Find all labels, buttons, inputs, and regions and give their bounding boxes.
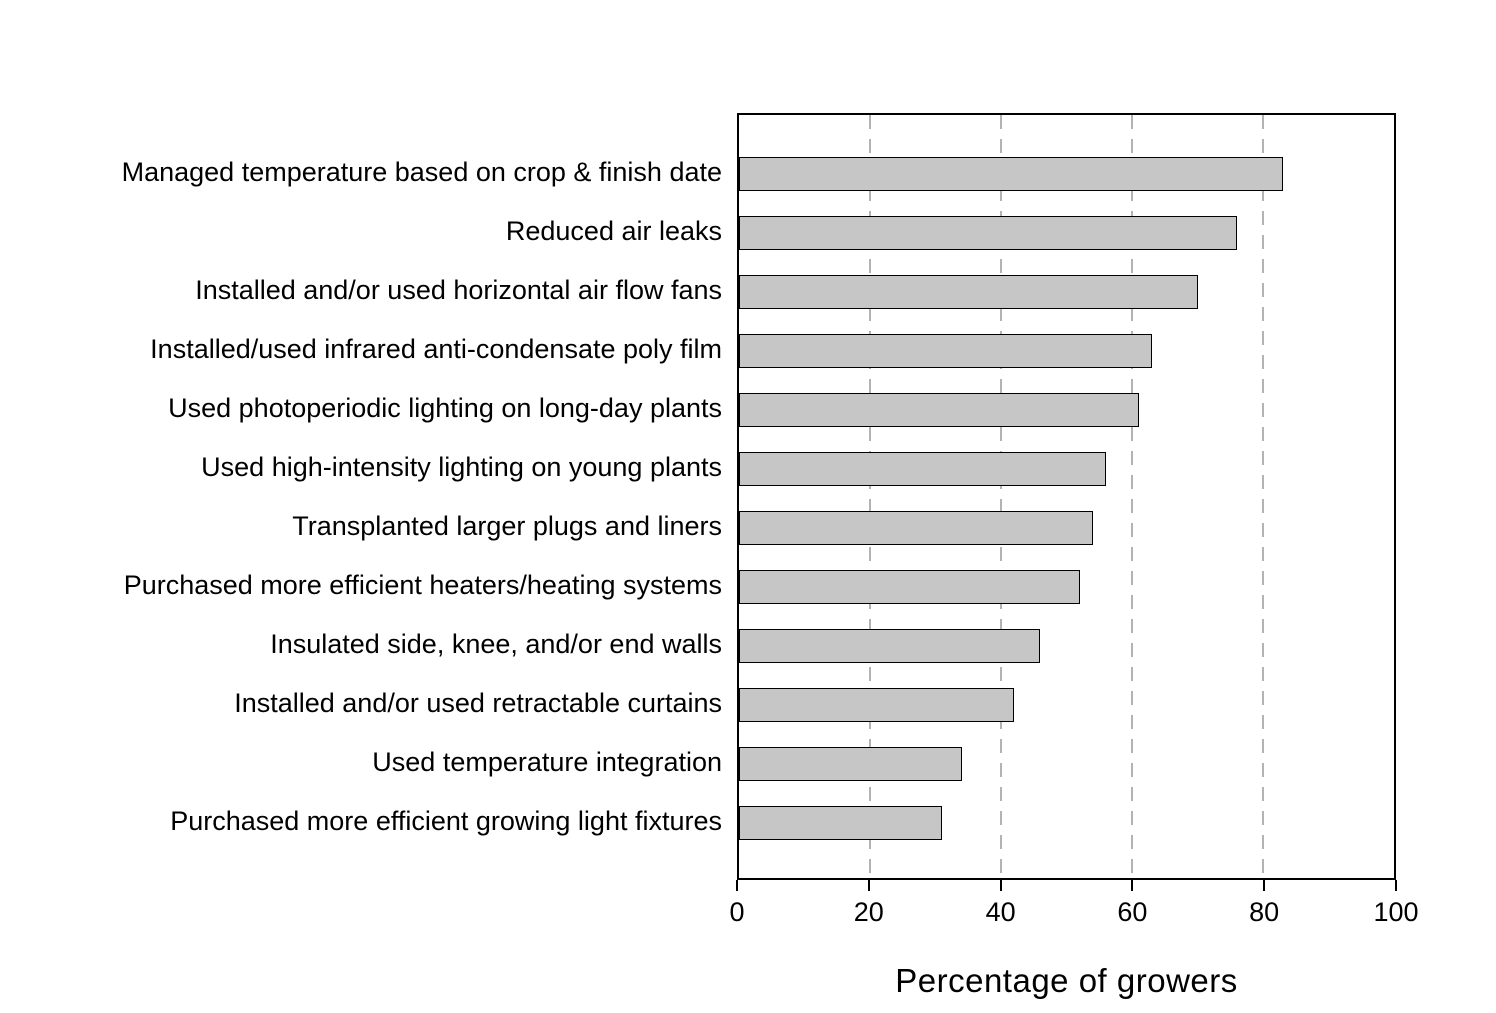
x-axis-title: Percentage of growers — [895, 962, 1238, 999]
category-label: Used temperature integration — [372, 746, 722, 777]
bar — [739, 510, 1093, 545]
x-tick — [999, 880, 1002, 891]
category-label: Insulated side, knee, and/or end walls — [270, 628, 722, 659]
x-tick-label: 0 — [729, 897, 745, 927]
bar — [739, 628, 1041, 663]
gridline — [1131, 115, 1133, 878]
x-tick — [867, 880, 870, 891]
category-label: Purchased more efficient heaters/heating… — [123, 569, 722, 600]
gridline — [1262, 115, 1264, 878]
category-label: Used photoperiodic lighting on long-day … — [168, 393, 722, 424]
bar — [739, 393, 1139, 428]
bar — [739, 746, 962, 781]
plot-area — [737, 113, 1396, 880]
x-tick — [736, 880, 738, 891]
bar — [739, 452, 1106, 487]
bar — [739, 569, 1080, 604]
x-tick-label: 60 — [1117, 897, 1148, 927]
x-tick — [1395, 880, 1397, 891]
category-label: Installed/used infrared anti-condensate … — [150, 334, 722, 365]
x-tick-label: 100 — [1373, 897, 1419, 927]
category-label: Installed and/or used retractable curtai… — [234, 687, 722, 718]
x-tick — [1263, 880, 1266, 891]
category-label: Used high-intensity lighting on young pl… — [201, 452, 722, 483]
category-label: Managed temperature based on crop & fini… — [121, 157, 722, 188]
x-tick-label: 20 — [853, 897, 884, 927]
bar — [739, 334, 1152, 369]
bar — [739, 275, 1198, 310]
category-label: Reduced air leaks — [505, 216, 722, 247]
category-label: Transplanted larger plugs and liners — [292, 510, 722, 541]
x-tick-label: 40 — [985, 897, 1016, 927]
bar — [739, 687, 1015, 722]
x-tick — [1131, 880, 1134, 891]
x-tick-label: 80 — [1249, 897, 1280, 927]
category-label: Purchased more efficient growing light f… — [170, 805, 722, 836]
bar — [739, 805, 943, 840]
bar — [739, 157, 1283, 192]
gridline — [1000, 115, 1002, 878]
category-label: Installed and/or used horizontal air flo… — [195, 275, 722, 306]
bar — [739, 216, 1237, 251]
gridline — [869, 115, 871, 878]
